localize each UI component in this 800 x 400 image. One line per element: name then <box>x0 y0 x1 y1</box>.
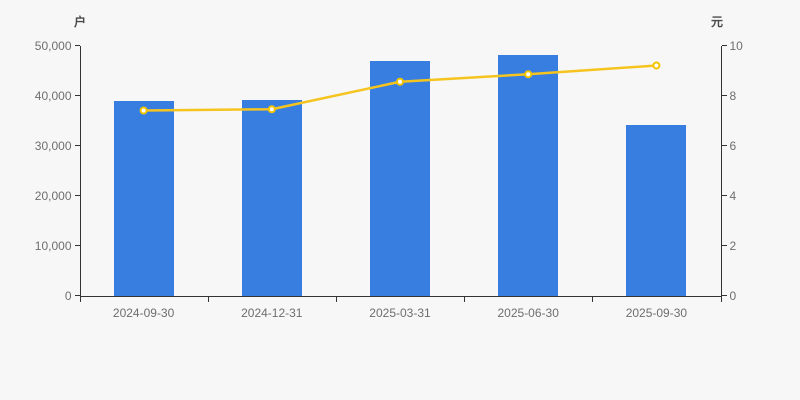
line-marker[interactable] <box>652 61 661 70</box>
x-axis-label: 2024-12-31 <box>241 305 303 320</box>
right-axis-tick-label: 10 <box>729 38 743 53</box>
left-axis-tick-mark <box>74 195 80 196</box>
left-axis-tick-mark <box>74 145 80 146</box>
right-axis-name: 元 <box>710 15 724 29</box>
left-axis-tick-label: 30,000 <box>34 138 72 153</box>
right-axis-tick-label: 4 <box>729 188 737 203</box>
left-axis-tick-mark <box>74 45 80 46</box>
right-axis-tick-mark <box>721 245 727 246</box>
right-axis-tick-label: 2 <box>729 238 737 253</box>
right-axis-tick-mark <box>721 45 727 46</box>
right-axis-tick-mark <box>721 295 727 296</box>
right-axis-tick-label: 0 <box>729 288 737 303</box>
left-axis-name: 户 <box>73 15 87 29</box>
left-axis-tick-mark <box>74 245 80 246</box>
right-axis-tick-label: 6 <box>729 138 737 153</box>
x-axis-tick-mark <box>207 296 209 302</box>
x-axis-label: 2025-03-31 <box>369 305 431 320</box>
bar[interactable] <box>241 99 302 296</box>
x-axis-tick-mark <box>464 296 466 302</box>
x-axis-label: 2025-09-30 <box>625 305 688 320</box>
left-axis-tick-label: 20,000 <box>34 188 72 203</box>
x-axis-tick-mark <box>335 296 337 302</box>
right-axis-tick-label: 8 <box>729 88 737 103</box>
right-axis-tick-mark <box>721 195 727 196</box>
bar[interactable] <box>370 60 430 296</box>
left-axis-tick-label: 0 <box>64 288 72 303</box>
x-axis-label: 2025-06-30 <box>497 305 559 320</box>
x-axis-tick-mark <box>79 296 81 302</box>
bar[interactable] <box>498 54 559 296</box>
y-axis-right-line <box>720 45 722 296</box>
left-axis-tick-label: 10,000 <box>34 238 72 253</box>
x-axis-label: 2024-09-30 <box>112 305 175 320</box>
bar[interactable] <box>626 125 687 296</box>
x-axis-line <box>79 295 722 297</box>
left-axis-tick-mark <box>74 295 80 296</box>
left-axis-tick-mark <box>74 95 80 96</box>
left-axis-tick-label: 50,000 <box>34 38 72 53</box>
y-axis-left-line <box>79 45 81 296</box>
x-axis-tick-mark <box>720 296 722 302</box>
x-axis-tick-mark <box>592 296 594 302</box>
right-axis-tick-mark <box>721 145 727 146</box>
bar[interactable] <box>113 101 174 296</box>
left-axis-tick-label: 40,000 <box>34 88 72 103</box>
right-axis-tick-mark <box>721 95 727 96</box>
